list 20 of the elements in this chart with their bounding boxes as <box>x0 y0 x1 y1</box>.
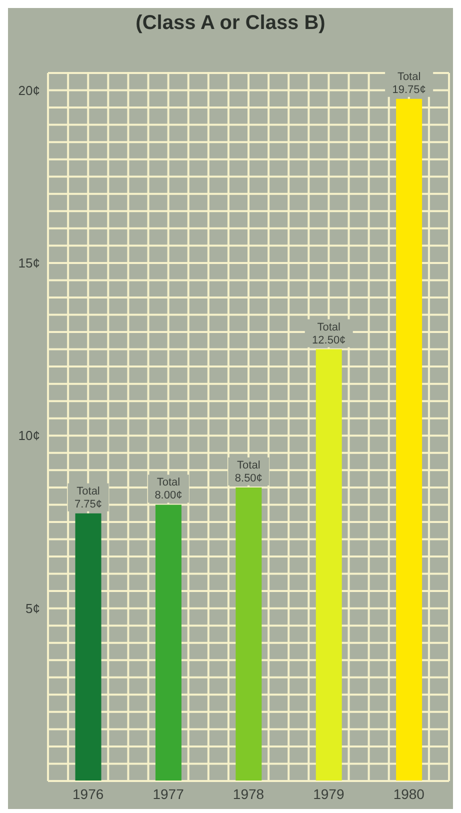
y-tick-label: 20¢ <box>18 82 40 98</box>
data-label: Total 19.75¢ <box>392 70 426 96</box>
data-label: Total 12.50¢ <box>312 321 346 346</box>
x-tick-label: 1976 <box>72 786 104 802</box>
y-tick-label: 10¢ <box>18 428 40 444</box>
x-tick-label: 1980 <box>393 786 425 802</box>
bar <box>75 513 102 781</box>
x-tick-label: 1977 <box>152 786 184 802</box>
data-label: Total 8.50¢ <box>234 459 262 484</box>
x-tick-label: 1978 <box>232 786 264 802</box>
data-label: Total 8.00¢ <box>154 476 182 502</box>
bar <box>236 487 262 781</box>
data-label: Total 7.75¢ <box>74 485 102 510</box>
y-tick-label: 5¢ <box>26 600 40 616</box>
bar <box>316 349 342 781</box>
x-tick-label: 1979 <box>313 786 344 802</box>
bar <box>396 98 422 781</box>
bar <box>155 504 182 781</box>
chart-title: (Class A or Class B) <box>134 11 326 36</box>
y-tick-label: 15¢ <box>18 256 40 271</box>
